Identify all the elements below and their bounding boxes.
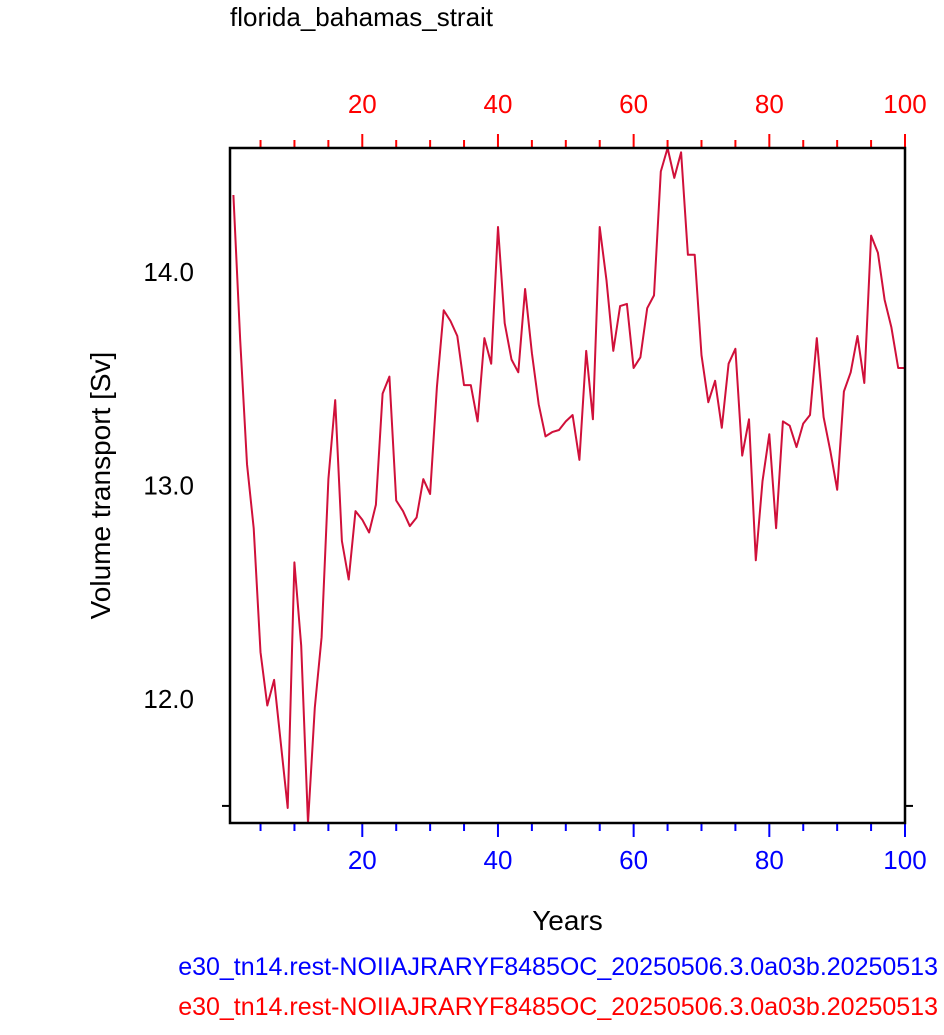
x-tick-label-top: 20 — [348, 89, 377, 119]
axis-tick-labels: 20 20 40 40 60 60 80 80 100 100 12.0 13.0 14.0 — [143, 89, 926, 875]
y-tick-label: 13.0 — [143, 471, 194, 501]
legend-entry-blue: e30_tn14.rest-NOIIAJRARYF8485OC_20250506… — [178, 953, 938, 981]
y-tick-label: 14.0 — [143, 257, 194, 287]
x-tick-label-top: 80 — [755, 89, 784, 119]
x-tick-label-top: 60 — [619, 89, 648, 119]
x-tick-label-bottom: 80 — [755, 845, 784, 875]
y-axis-label: Volume transport [Sv] — [85, 352, 116, 620]
x-tick-label-top: 40 — [484, 89, 513, 119]
x-axis-label: Years — [532, 905, 603, 936]
x-tick-label-bottom: 60 — [619, 845, 648, 875]
y-tick-label: 12.0 — [143, 684, 194, 714]
x-tick-label-bottom: 100 — [883, 845, 926, 875]
x-tick-label-bottom: 40 — [484, 845, 513, 875]
legend-entry-red: e30_tn14.rest-NOIIAJRARYF8485OC_20250506… — [178, 993, 938, 1021]
x-tick-label-bottom: 20 — [348, 845, 377, 875]
x-tick-label-top: 100 — [883, 89, 926, 119]
plot-frame — [228, 146, 907, 825]
series-line — [232, 147, 905, 824]
axis-ticks — [222, 134, 913, 837]
chart-title: florida_bahamas_strait — [230, 2, 494, 32]
